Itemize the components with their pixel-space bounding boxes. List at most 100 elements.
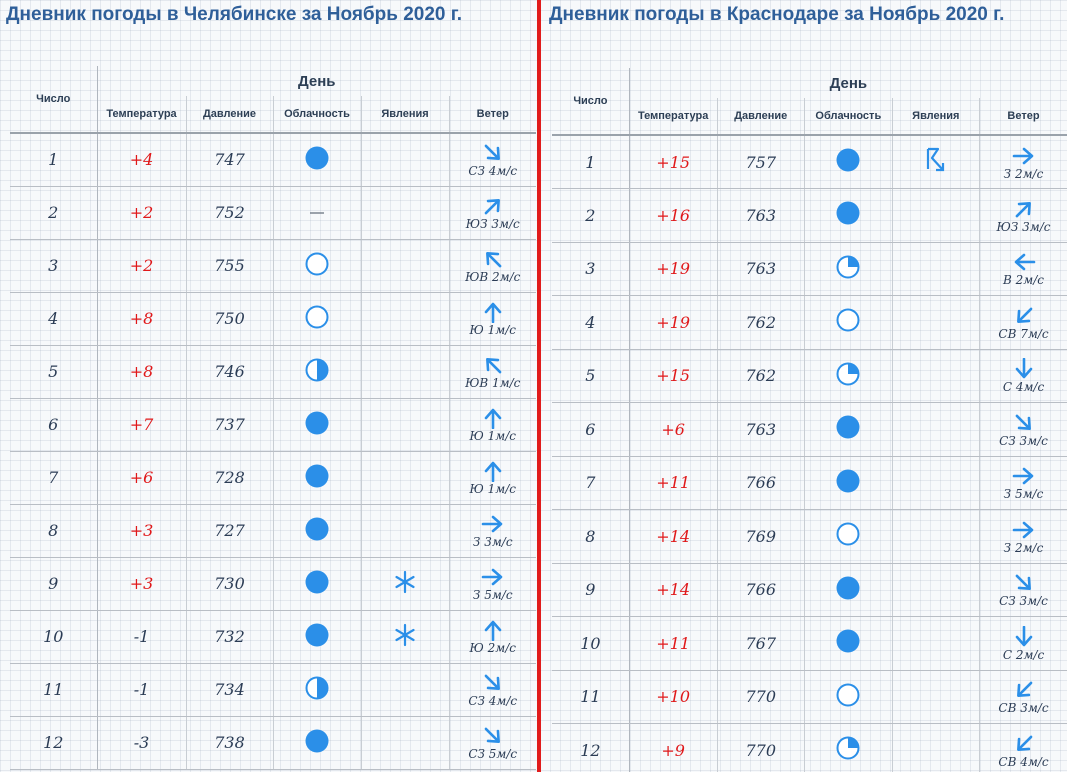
day-number: 11: [10, 663, 98, 717]
wind-value: З 3м/с: [472, 535, 513, 549]
wind-cell: ЮЗ 3м/с: [979, 188, 1067, 243]
temperature-cell: +6: [96, 451, 186, 505]
day-number: 6: [10, 398, 98, 452]
pressure-cell: 762: [716, 349, 805, 403]
cloudy-icon: [304, 410, 330, 436]
cloudiness-cell: [803, 670, 893, 724]
temperature-cell: +8: [96, 292, 186, 346]
cloudy-icon: [835, 414, 861, 440]
wind-arrow-icon: [1011, 145, 1037, 168]
pressure-cell: 766: [716, 456, 805, 510]
diary-table: Число День Температура Давление Облачнос…: [552, 68, 1067, 772]
cloudy-icon: [835, 147, 861, 173]
cloudiness-cell: [272, 345, 361, 399]
wind-value: СВ 4м/с: [998, 754, 1049, 769]
wind-value: СЗ 3м/с: [999, 433, 1048, 448]
temperature-cell: +16: [628, 188, 718, 243]
phenomena-cell: [360, 557, 449, 611]
wind-arrow-icon: [480, 619, 506, 642]
wind-value: СЗ 3м/с: [999, 594, 1048, 609]
day-number: 8: [10, 504, 98, 558]
day-number: 5: [10, 345, 98, 399]
cloudy-icon: [835, 628, 861, 654]
wind-cell: СЗ 3м/с: [979, 402, 1067, 457]
pressure-cell: 746: [185, 345, 273, 399]
half-cloudy-icon: [304, 357, 330, 383]
cloudiness-cell: [803, 242, 893, 296]
cloudy-icon: [835, 575, 861, 601]
table-row: 3 +2 755 ЮВ 2м/с: [10, 239, 536, 293]
day-number: 3: [10, 239, 98, 293]
pressure-cell: 727: [185, 504, 273, 558]
pressure-cell: 769: [716, 509, 805, 564]
wind-value: З 2м/с: [1003, 540, 1044, 555]
diary-table: Число День Температура Давление Облачнос…: [10, 66, 536, 770]
wind-arrow-icon: [480, 513, 506, 536]
day-number: 11: [552, 670, 630, 724]
temperature-cell: -1: [96, 663, 186, 717]
temperature-cell: +15: [628, 135, 718, 189]
wind-cell: Ю 1м/с: [448, 398, 536, 452]
header-number: Число: [552, 68, 630, 136]
wind-cell: СЗ 4м/с: [448, 663, 536, 717]
phenomena-cell: [891, 723, 980, 772]
table-row: 6 +7 737 Ю 1м/с: [10, 398, 536, 452]
wind-value: СЗ 4м/с: [468, 694, 518, 708]
cloudy-icon: [304, 622, 330, 648]
temperature-cell: -1: [96, 610, 186, 664]
wind-arrow-icon: [480, 354, 506, 377]
clear-icon: [304, 304, 330, 330]
day-number: 5: [552, 349, 630, 403]
wind-arrow-icon: [1011, 251, 1037, 274]
wind-value: ЮВ 2м/с: [465, 270, 521, 284]
wind-cell: СЗ 4м/с: [448, 133, 536, 187]
phenomena-cell: [891, 188, 980, 243]
wind-value: С 2м/с: [1002, 647, 1045, 662]
phenomena-cell: [360, 186, 449, 240]
phenomena-cell: [891, 456, 980, 510]
pressure-cell: 738: [185, 716, 273, 770]
temperature-cell: +11: [628, 456, 718, 510]
day-number: 1: [552, 135, 630, 189]
day-number: 8: [552, 509, 630, 564]
wind-value: В 2м/с: [1003, 273, 1044, 288]
cloudy-icon: [304, 516, 330, 542]
wind-value: СЗ 4м/с: [468, 164, 518, 179]
cloudiness-cell: [803, 563, 893, 617]
cloudy-icon: [304, 145, 330, 171]
temperature-cell: +14: [628, 563, 718, 617]
clear-icon: [835, 682, 861, 708]
pressure-cell: 767: [716, 616, 805, 671]
cloudiness-cell: [803, 295, 893, 350]
table-row: 9 +14 766 СЗ 3м/с: [552, 563, 1067, 617]
wind-value: СЗ 5м/с: [468, 747, 518, 761]
wind-arrow-icon: [480, 248, 506, 271]
cloudiness-cell: [272, 451, 361, 505]
temperature-cell: +11: [628, 616, 718, 671]
table-row: 1 +15 757 З 2м/с: [552, 135, 1067, 189]
header-temperature: Температура: [628, 98, 718, 136]
pressure-cell: 737: [185, 398, 273, 452]
table-row: 2 +2 752 ЮЗ 3м/с: [10, 186, 536, 240]
cloudiness-cell: [803, 616, 893, 671]
cloudiness-cell: [272, 186, 361, 240]
table-row: 1 +4 747 СЗ 4м/с: [10, 133, 536, 187]
wind-value: ЮВ 1м/с: [465, 376, 521, 390]
temperature-cell: +7: [96, 398, 186, 452]
wind-arrow-icon: [1011, 412, 1037, 435]
pressure-cell: 770: [716, 670, 805, 724]
phenomena-cell: [891, 295, 980, 350]
table-row: 8 +14 769 З 2м/с: [552, 509, 1067, 564]
cloudiness-cell: [272, 557, 361, 611]
wind-cell: В 2м/с: [979, 242, 1067, 296]
wind-arrow-icon: [1011, 733, 1037, 756]
temperature-cell: -3: [96, 716, 186, 770]
diary-title: Дневник погоды в Краснодаре за Ноябрь 20…: [549, 4, 1005, 25]
day-number: 12: [10, 716, 98, 770]
wind-value: Ю 1м/с: [469, 429, 516, 443]
table-row: 7 +11 766 З 5м/с: [552, 456, 1067, 510]
pressure-cell: 732: [185, 610, 273, 664]
wind-cell: З 5м/с: [979, 456, 1067, 510]
pressure-cell: 763: [716, 242, 805, 296]
cloudiness-cell: [803, 456, 893, 510]
